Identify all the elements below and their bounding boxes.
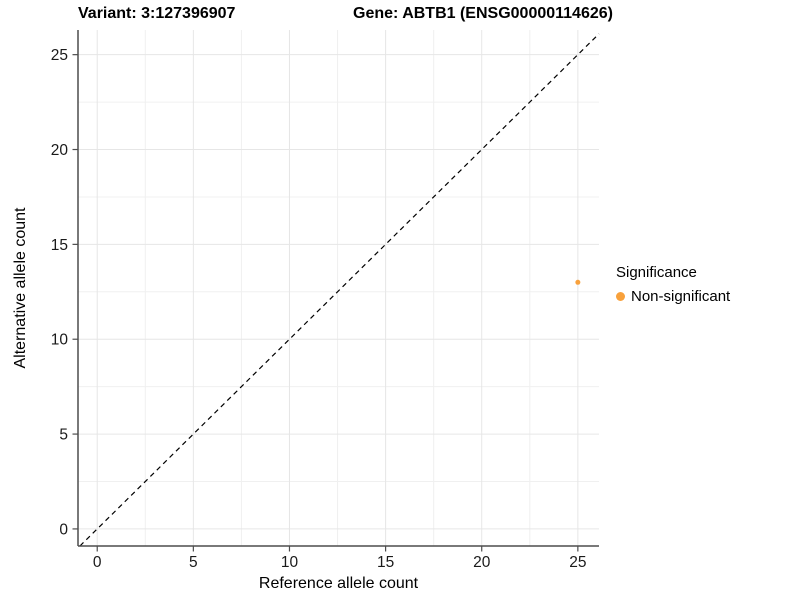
x-axis-title: Reference allele count [258, 575, 419, 592]
identity-diagonal-line [79, 33, 600, 547]
legend: Significance Non-significant [616, 264, 730, 305]
x-tick-label: 25 [569, 554, 586, 571]
x-tick-label: 0 [93, 554, 102, 571]
x-tick-label: 5 [189, 554, 198, 571]
variant-title: Variant: 3:127396907 [78, 5, 236, 22]
y-tick-label: 15 [51, 237, 68, 254]
x-tick-label: 20 [473, 554, 491, 571]
legend-title: Significance [616, 264, 697, 281]
data-point [575, 279, 581, 285]
x-tick-label: 15 [377, 554, 394, 571]
y-axis-title: Alternative allele count [12, 207, 29, 369]
x-tick-label: 10 [281, 554, 299, 571]
y-tick-label: 0 [59, 521, 68, 538]
legend-point-icon [616, 292, 625, 301]
y-tick-label: 20 [51, 142, 69, 159]
y-tick-label: 25 [51, 47, 68, 64]
y-tick-label: 5 [59, 427, 68, 444]
legend-item-non-significant: Non-significant [616, 288, 730, 305]
y-tick-label: 10 [51, 332, 69, 349]
legend-item-label: Non-significant [631, 288, 731, 305]
gene-title: Gene: ABTB1 (ENSG00000114626) [353, 5, 613, 22]
